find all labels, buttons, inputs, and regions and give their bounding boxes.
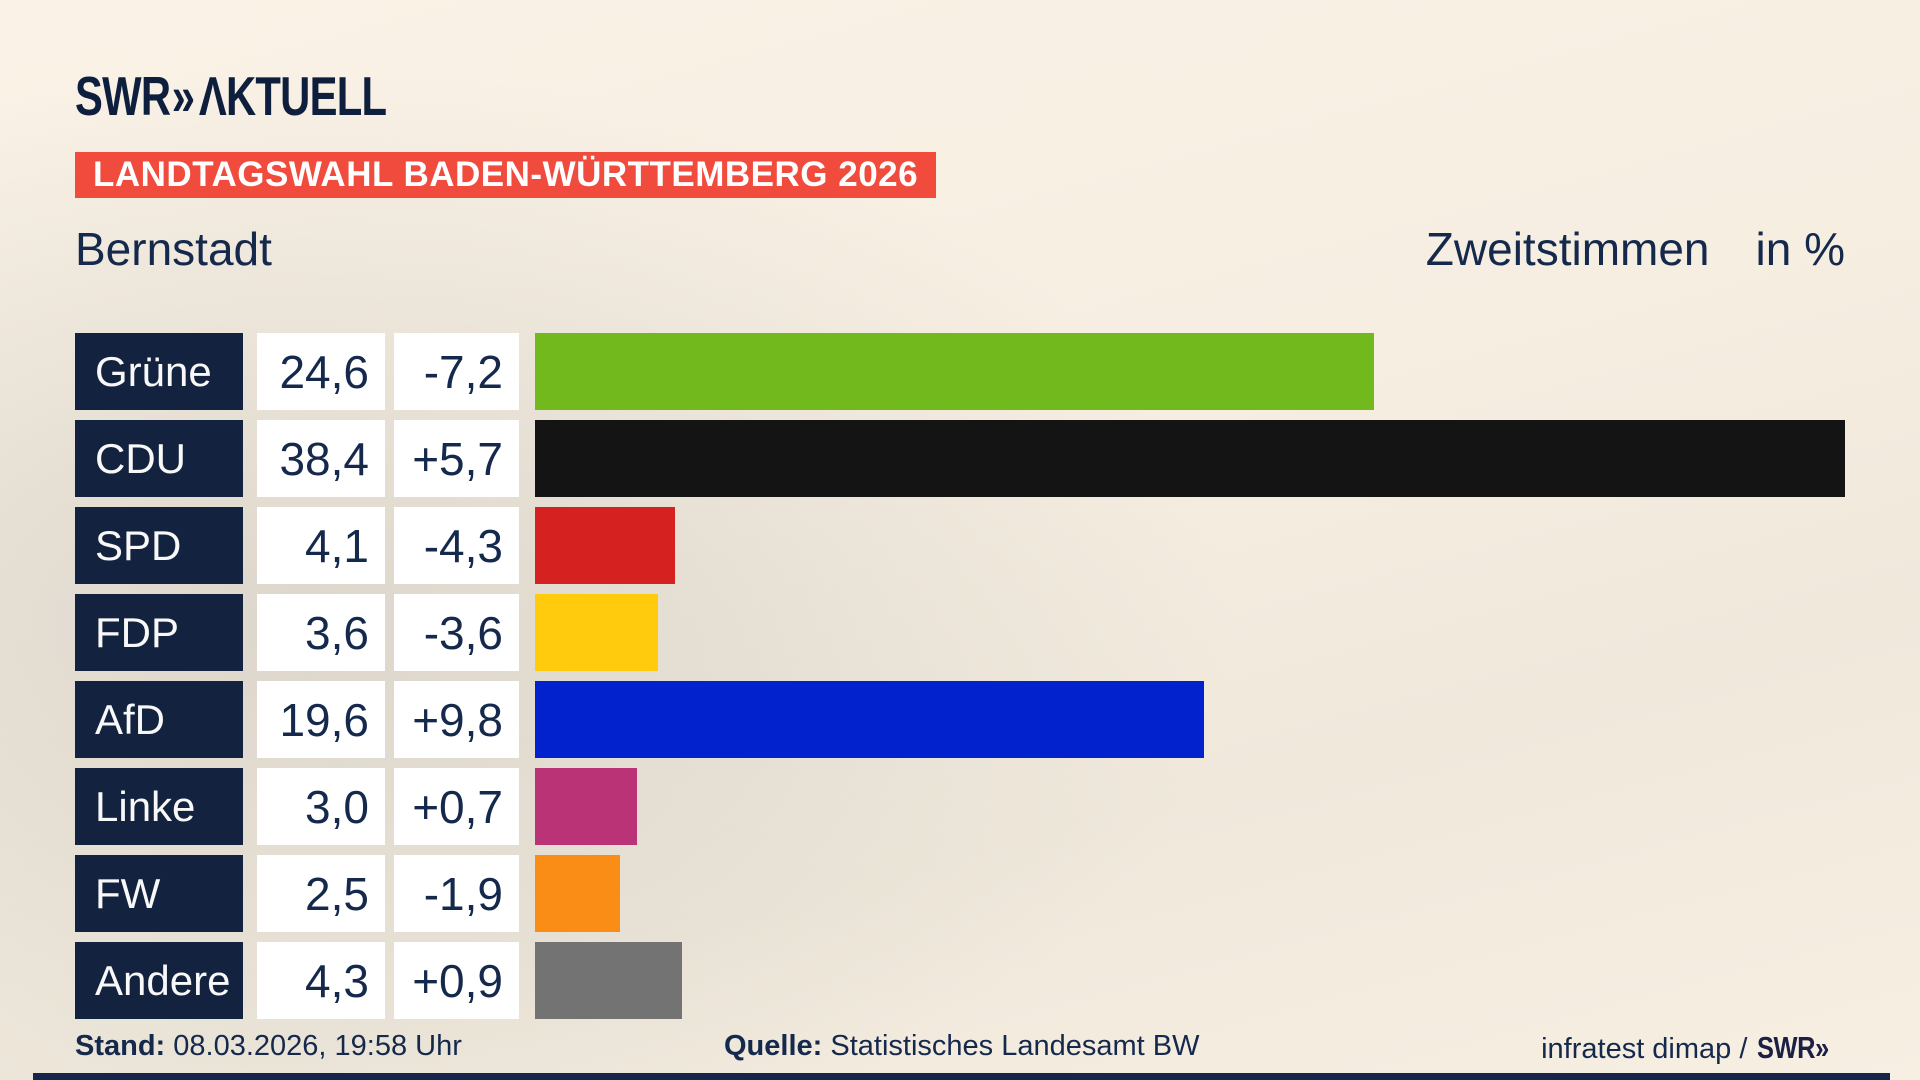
party-label: AfD [75,681,243,758]
party-change: -4,3 [394,507,519,584]
party-label: SPD [75,507,243,584]
party-value: 19,6 [257,681,385,758]
table-row-fw: FW 2,5 -1,9 [75,855,1845,932]
bar-afd [535,681,1204,758]
party-change: +9,8 [394,681,519,758]
stand-label: Stand: [75,1030,166,1062]
region-title: Bernstadt [75,223,272,275]
table-row-gruene: Grüne 24,6 -7,2 [75,333,1845,410]
aktuell-wordmark: ΛKTUELL [198,65,387,127]
party-label: Linke [75,768,243,845]
bottom-edge-strip [33,1073,1890,1080]
footer-credit: infratest dimap / SWR» [1541,1030,1845,1066]
party-label: CDU [75,420,243,497]
party-label: FDP [75,594,243,671]
results-table: Grüne 24,6 -7,2 CDU 38,4 +5,7 SPD 4,1 -4… [75,333,1845,1029]
vote-type-label: Zweitstimmen [1425,223,1710,275]
party-label: Grüne [75,333,243,410]
party-value: 4,1 [257,507,385,584]
unit-label: in % [1755,223,1845,275]
party-value: 2,5 [257,855,385,932]
credit-text: infratest dimap / [1541,1033,1748,1065]
swr-aktuell-logo: SWR»ΛKTUELL [75,64,387,127]
swr-wordmark: SWR [75,65,171,127]
table-row-fdp: FDP 3,6 -3,6 [75,594,1845,671]
table-row-andere: Andere 4,3 +0,9 [75,942,1845,1019]
title-bar: Bernstadt Zweitstimmen in % [75,222,1845,276]
party-label: FW [75,855,243,932]
bar-andere [535,942,682,1019]
footer-quelle: Quelle: Statistisches Landesamt BW [724,1030,1199,1063]
bar-gruene [535,333,1374,410]
party-change: +0,9 [394,942,519,1019]
footer-stand: Stand: 08.03.2026, 19:58 Uhr [75,1030,462,1063]
stand-value: 08.03.2026, 19:58 Uhr [173,1030,462,1062]
bar-cdu [535,420,1845,497]
table-row-linke: Linke 3,0 +0,7 [75,768,1845,845]
party-change: -1,9 [394,855,519,932]
party-change: +0,7 [394,768,519,845]
quelle-value: Statistisches Landesamt BW [830,1030,1200,1062]
party-value: 24,6 [257,333,385,410]
party-value: 3,0 [257,768,385,845]
table-row-spd: SPD 4,1 -4,3 [75,507,1845,584]
footer: Stand: 08.03.2026, 19:58 Uhr Quelle: Sta… [0,1030,1920,1068]
quelle-label: Quelle: [724,1030,823,1062]
table-row-cdu: CDU 38,4 +5,7 [75,420,1845,497]
double-chevron-icon: » [171,65,195,127]
bar-linke [535,768,637,845]
party-value: 38,4 [257,420,385,497]
election-banner: LANDTAGSWAHL BADEN-WÜRTTEMBERG 2026 [75,152,937,198]
swr-footer-logo: SWR» [1757,1030,1830,1065]
party-value: 4,3 [257,942,385,1019]
party-change: +5,7 [394,420,519,497]
bar-fdp [535,594,658,671]
bar-spd [535,507,675,584]
party-label: Andere [75,942,243,1019]
party-change: -7,2 [394,333,519,410]
double-chevron-icon: » [1815,1030,1830,1065]
party-value: 3,6 [257,594,385,671]
bar-fw [535,855,620,932]
party-change: -3,6 [394,594,519,671]
table-row-afd: AfD 19,6 +9,8 [75,681,1845,758]
vote-type-group: Zweitstimmen in % [1426,222,1845,276]
